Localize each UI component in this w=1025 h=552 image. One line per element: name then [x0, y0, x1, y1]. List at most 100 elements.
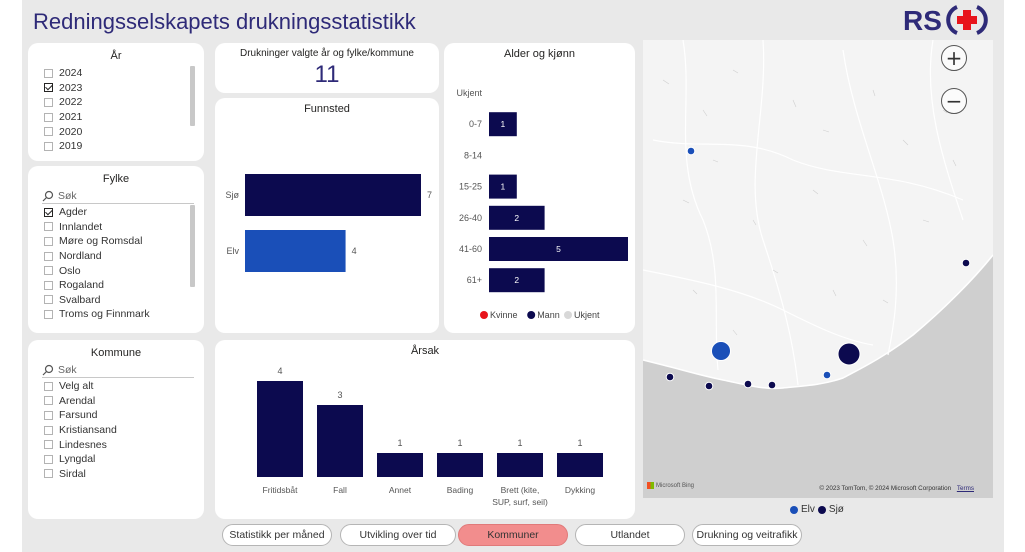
arsak-category-label: Fall — [333, 485, 347, 495]
slicer-item-label: Svalbard — [59, 293, 101, 306]
checkbox[interactable] — [44, 97, 53, 107]
checkbox[interactable] — [44, 309, 53, 319]
slicer_fylke-item-4[interactable]: Oslo — [44, 263, 192, 278]
checkbox[interactable] — [44, 469, 53, 479]
alder-value-label: 5 — [556, 244, 561, 254]
arsak-bar-4[interactable] — [497, 453, 543, 477]
map-point-elv[interactable] — [710, 340, 732, 362]
checkbox[interactable] — [44, 440, 53, 450]
arsak-chart: 4 Fritidsbåt 3 Fall 1 Annet 1 Bading 1 Brett (kit… — [257, 366, 603, 507]
arsak-value-label: 1 — [517, 438, 522, 448]
checkbox[interactable] — [44, 410, 53, 420]
legend-label[interactable]: Elv — [801, 504, 815, 515]
alder-category-label: 26-40 — [459, 213, 482, 223]
slicer_fylke-item-6[interactable]: Svalbard — [44, 293, 192, 308]
year-slicer-scrollbar[interactable] — [190, 66, 195, 126]
slicer_kommune-item-5[interactable]: Lyngdal — [44, 452, 192, 467]
slicer_year-item-4[interactable]: 2020 — [44, 124, 192, 139]
funnsted-title: Funnsted — [304, 103, 350, 115]
checkbox[interactable] — [44, 112, 53, 122]
funnsted-bar-1[interactable] — [245, 230, 346, 272]
nav-button-0[interactable]: Statistikk per måned — [222, 524, 332, 546]
checkbox[interactable] — [44, 425, 53, 435]
checkbox[interactable] — [44, 251, 53, 261]
checkbox[interactable] — [44, 236, 53, 246]
slicer_fylke-item-2[interactable]: Møre og Romsdal — [44, 234, 192, 249]
alder-chart-card: Alder og kjønn Ukjent 0-7 1 8-14 15-25 1 26-40… — [444, 43, 635, 333]
map-visual[interactable]: + − Microsoft Bing © 2023 TomTom, © 2024… — [643, 40, 993, 498]
kommune-search[interactable]: Søk — [42, 363, 194, 378]
checkbox[interactable] — [44, 266, 53, 276]
checkbox[interactable] — [44, 207, 53, 217]
slicer_year-item-1[interactable]: 2023 — [44, 81, 192, 96]
slicer_kommune-item-1[interactable]: Arendal — [44, 394, 192, 409]
slicer_fylke-item-7[interactable]: Troms og Finnmark — [44, 307, 192, 322]
alder-bar-mann-6[interactable] — [489, 268, 545, 293]
fylke-slicer-scrollbar[interactable] — [190, 205, 195, 287]
slicer_kommune-item-0[interactable]: Velg alt — [44, 379, 192, 394]
zoom-out-button[interactable]: − — [941, 88, 967, 114]
slicer_fylke-item-1[interactable]: Innlandet — [44, 220, 192, 235]
checkbox[interactable] — [44, 141, 53, 151]
slicer_fylke-item-0[interactable]: Agder — [44, 205, 192, 220]
checkbox[interactable] — [44, 454, 53, 464]
map-point-elv[interactable] — [822, 370, 832, 380]
legend-label-mann[interactable]: Mann — [537, 310, 560, 320]
kpi-card: Drukninger valgte år og fylke/kommune 11 — [215, 43, 439, 93]
slicer_kommune-item-3[interactable]: Kristiansand — [44, 423, 192, 438]
slicer-item-label: Lyngdal — [59, 453, 96, 466]
alder-bar-mann-5[interactable] — [489, 237, 628, 261]
checkbox[interactable] — [44, 396, 53, 406]
nav-button-2[interactable]: Kommuner — [458, 524, 568, 546]
map-point-sjø[interactable] — [961, 258, 971, 268]
arsak-bar-2[interactable] — [377, 453, 423, 477]
checkbox[interactable] — [44, 381, 53, 391]
slicer_year-item-2[interactable]: 2022 — [44, 95, 192, 110]
slicer_year-item-0[interactable]: 2024 — [44, 66, 192, 81]
legend-label-kvinne[interactable]: Kvinne — [490, 310, 518, 320]
zoom-in-button[interactable]: + — [941, 45, 967, 71]
arsak-bar-0[interactable] — [257, 381, 303, 477]
nav-button-4[interactable]: Drukning og veitrafikk — [692, 524, 802, 546]
slicer_year-item-5[interactable]: 2019 — [44, 139, 192, 154]
slicer_fylke-item-3[interactable]: Nordland — [44, 249, 192, 264]
zoom-in-icon: + — [945, 46, 963, 70]
checkbox[interactable] — [44, 295, 53, 305]
map-point-sjø[interactable] — [767, 380, 777, 390]
nav-button-label: Statistikk per måned — [229, 529, 325, 541]
slicer_fylke-item-5[interactable]: Rogaland — [44, 278, 192, 293]
map-point-sjø[interactable] — [743, 379, 753, 389]
alder-bar-mann-1[interactable] — [489, 112, 517, 137]
checkbox[interactable] — [44, 127, 53, 137]
slicer_kommune-item-2[interactable]: Farsund — [44, 408, 192, 423]
red-cross-icon — [946, 5, 988, 35]
map-point-sjø[interactable] — [665, 372, 675, 382]
legend-label[interactable]: Sjø — [828, 504, 844, 515]
slicer_kommune-item-4[interactable]: Lindesnes — [44, 437, 192, 452]
alder-value-label: 2 — [514, 275, 519, 285]
slicer_year-item-3[interactable]: 2021 — [44, 110, 192, 125]
map-point-sjø[interactable] — [704, 381, 714, 391]
map-point-elv[interactable] — [686, 146, 696, 156]
slicer_kommune-item-6[interactable]: Sirdal — [44, 467, 192, 482]
alder-bar-mann-3[interactable] — [489, 174, 517, 199]
slicer-item-label: 2020 — [59, 125, 83, 138]
arsak-bar-3[interactable] — [437, 453, 483, 477]
legend-label-ukjent[interactable]: Ukjent — [574, 310, 600, 320]
checkbox[interactable] — [44, 83, 53, 93]
checkbox[interactable] — [44, 222, 53, 232]
arsak-bar-1[interactable] — [317, 405, 363, 477]
nav-button-3[interactable]: Utlandet — [575, 524, 685, 546]
slicer-item-label: Oslo — [59, 264, 81, 277]
alder-category-label: 61+ — [467, 275, 482, 285]
checkbox[interactable] — [44, 280, 53, 290]
map-point-sjø[interactable] — [837, 342, 861, 366]
nav-button-1[interactable]: Utvikling over tid — [340, 524, 456, 546]
alder-bar-mann-4[interactable] — [489, 205, 545, 230]
arsak-bar-5[interactable] — [557, 453, 603, 477]
funnsted-bar-0[interactable] — [245, 174, 421, 216]
fylke-search[interactable]: Søk — [42, 189, 194, 204]
fylke-search-placeholder: Søk — [58, 190, 77, 202]
map-terms-link[interactable]: Terms — [956, 485, 974, 492]
checkbox[interactable] — [44, 68, 53, 78]
